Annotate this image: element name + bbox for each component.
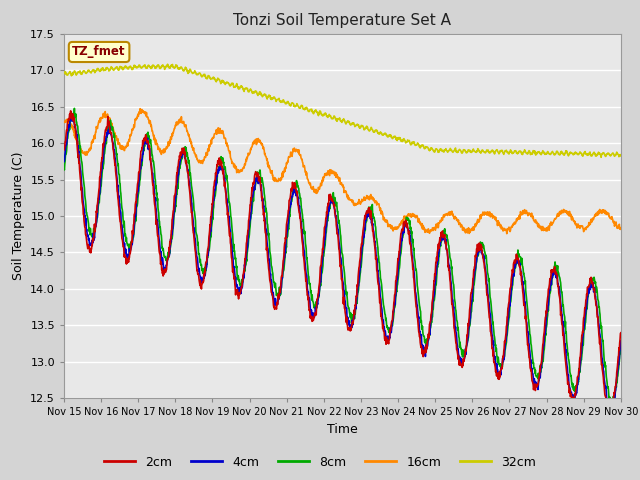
X-axis label: Time: Time bbox=[327, 423, 358, 436]
Legend: 2cm, 4cm, 8cm, 16cm, 32cm: 2cm, 4cm, 8cm, 16cm, 32cm bbox=[99, 451, 541, 474]
Text: TZ_fmet: TZ_fmet bbox=[72, 46, 126, 59]
Title: Tonzi Soil Temperature Set A: Tonzi Soil Temperature Set A bbox=[234, 13, 451, 28]
Y-axis label: Soil Temperature (C): Soil Temperature (C) bbox=[12, 152, 25, 280]
